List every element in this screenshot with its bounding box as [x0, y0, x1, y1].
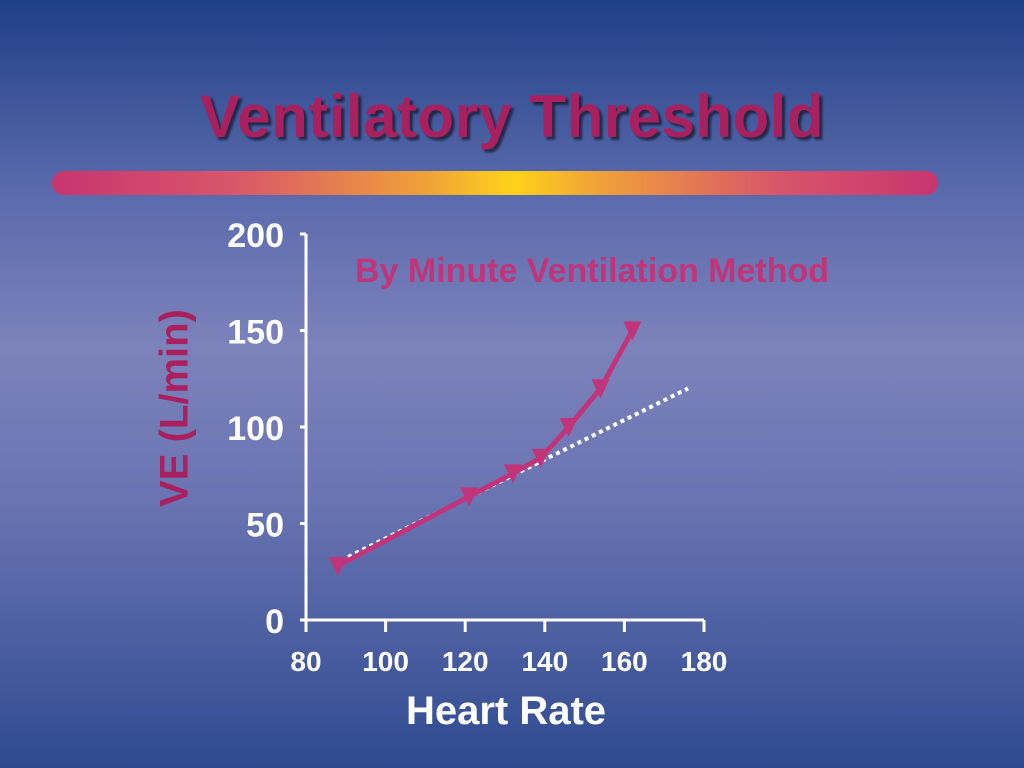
y-tick-label: 150 — [227, 314, 284, 352]
data-point — [591, 379, 610, 399]
x-tick-label: 180 — [681, 646, 728, 677]
series-group — [328, 321, 642, 576]
y-tick-label: 100 — [227, 410, 284, 448]
series-line — [336, 329, 635, 569]
data-point — [503, 464, 522, 484]
y-tick-labels: 0 50 100 150 200 — [227, 217, 284, 641]
x-tick-label: 140 — [521, 646, 568, 677]
y-tick-label: 200 — [227, 217, 284, 255]
decorative-gradient-bar — [52, 171, 938, 195]
x-tick-label: 100 — [362, 646, 409, 677]
data-point — [623, 321, 642, 341]
chart-axes — [300, 232, 706, 632]
x-tick-label: 160 — [601, 646, 648, 677]
data-point — [559, 418, 578, 437]
slide-title: Ventilatory Threshold — [200, 83, 824, 150]
data-point — [328, 556, 347, 576]
x-tick-label: 120 — [442, 646, 489, 677]
y-tick-label: 0 — [265, 603, 284, 641]
x-tick-labels: 80 100 120 140 160 180 — [290, 646, 727, 677]
data-point — [460, 487, 479, 507]
x-tick-label: 80 — [290, 646, 321, 677]
y-tick-label: 50 — [246, 507, 284, 545]
chart-subtitle: By Minute Ventilation Method — [355, 252, 829, 290]
x-axis-label: Heart Rate — [406, 689, 606, 733]
y-axis-label: VE (L/min) — [152, 309, 197, 507]
data-point — [531, 448, 550, 468]
